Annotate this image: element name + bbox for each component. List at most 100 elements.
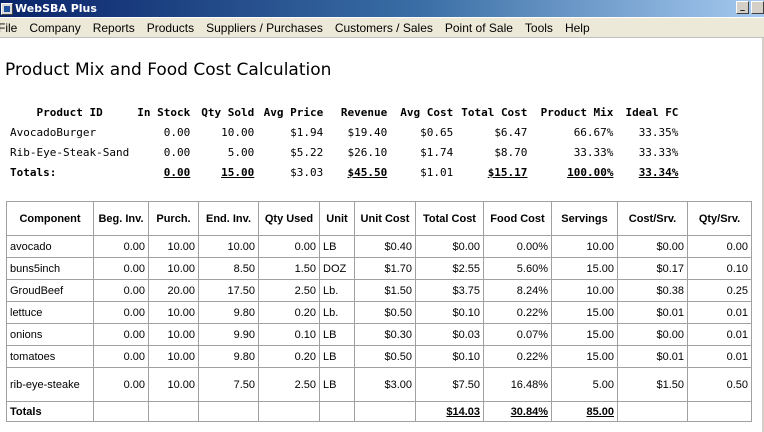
summary-header-avg-price: Avg Price	[263, 105, 324, 119]
menu-products[interactable]: Products	[146, 20, 195, 35]
table-row: lettuce 0.00 10.00 9.80 0.20 Lb. $0.50 $…	[6, 301, 752, 324]
minimize-button[interactable]: _	[736, 1, 749, 14]
cost-per-srv: $0.01	[617, 301, 688, 324]
summary-header-revenue: Revenue	[340, 105, 388, 119]
window-controls: _	[736, 1, 764, 14]
total-cost: $7.50	[415, 367, 484, 402]
menu-suppliers-purchases[interactable]: Suppliers / Purchases	[206, 20, 323, 35]
purch: 10.00	[148, 301, 199, 324]
detail-header-row: Component Beg. Inv. Purch. End. Inv. Qty…	[6, 201, 752, 236]
summary-row: AvocadoBurger 0.00 10.00 $1.94 $19.40 $0…	[6, 122, 682, 142]
food-cost: 5.60%	[483, 257, 552, 280]
menu-reports[interactable]: Reports	[92, 20, 135, 35]
unit: LB	[319, 323, 355, 346]
qty-used: 2.50	[258, 367, 320, 402]
beg-inv: 0.00	[93, 323, 149, 346]
detail-header-unit: Unit	[319, 201, 355, 236]
end-inv: 9.80	[198, 345, 259, 368]
summary-qty-sold: 5.00	[227, 145, 255, 159]
servings: 10.00	[551, 235, 618, 258]
summary-total-cost: $6.47	[494, 125, 528, 139]
detail-header-unit-cost: Unit Cost	[354, 201, 416, 236]
purch: 10.00	[148, 257, 199, 280]
close-button[interactable]	[751, 1, 764, 14]
end-inv: 7.50	[198, 367, 259, 402]
menu-help[interactable]: Help	[564, 20, 590, 35]
menu-file[interactable]: File	[0, 20, 18, 35]
purch: 10.00	[148, 367, 199, 402]
window-title: WebSBA Plus	[15, 2, 97, 15]
detail-header-qty-per-srv: Qty/Srv.	[687, 201, 752, 236]
menu-company[interactable]: Company	[29, 20, 81, 35]
summary-header-ideal-fc: Ideal FC	[625, 105, 679, 119]
summary-total-cost: $15.17	[487, 165, 528, 179]
summary-avg-cost: $1.74	[420, 145, 454, 159]
component-name: onions	[6, 323, 94, 346]
food-cost: 0.22%	[483, 345, 552, 368]
qty-used: 0.20	[258, 301, 320, 324]
detail-header-food-cost: Food Cost	[483, 201, 552, 236]
summary-total-ideal-fc: 33.34%	[638, 165, 679, 179]
summary-in-stock: 0.00	[163, 125, 191, 139]
menu-point-of-sale[interactable]: Point of Sale	[444, 20, 513, 35]
summary-product-mix: 33.33%	[573, 145, 614, 159]
menu-customers-sales[interactable]: Customers / Sales	[334, 20, 433, 35]
unit-cost: $1.50	[354, 279, 416, 302]
beg-inv: 0.00	[93, 301, 149, 324]
component-cost-table: Component Beg. Inv. Purch. End. Inv. Qty…	[6, 201, 752, 422]
summary-header-avg-cost: Avg Cost	[400, 105, 454, 119]
product-summary-table: Product ID In Stock Qty Sold Avg Price R…	[6, 102, 682, 182]
servings: 15.00	[551, 345, 618, 368]
food-cost: 0.22%	[483, 301, 552, 324]
summary-header-total-cost: Total Cost	[461, 105, 528, 119]
unit: Lb.	[319, 279, 355, 302]
cost-per-srv: $0.17	[617, 257, 688, 280]
qty-used: 2.50	[258, 279, 320, 302]
purch: 20.00	[148, 279, 199, 302]
component-name: GroudBeef	[6, 279, 94, 302]
detail-header-qty-used: Qty Used	[258, 201, 320, 236]
component-name: rib-eye-steake	[6, 367, 94, 402]
cost-per-srv: $0.38	[617, 279, 688, 302]
summary-totals-label: Totals:	[10, 165, 57, 179]
summary-header-row: Product ID In Stock Qty Sold Avg Price R…	[6, 102, 682, 122]
detail-total-cost: $14.03	[446, 405, 480, 418]
menu-tools[interactable]: Tools	[524, 20, 553, 35]
menu-bar: File Company Reports Products Suppliers …	[0, 18, 764, 38]
unit-cost: $3.00	[354, 367, 416, 402]
food-cost: 0.00%	[483, 235, 552, 258]
window-titlebar: WebSBA Plus _	[0, 0, 764, 17]
end-inv: 8.50	[198, 257, 259, 280]
detail-totals-row: Totals $14.03 30.84% 85.00	[6, 401, 752, 422]
qty-used: 0.20	[258, 345, 320, 368]
end-inv: 10.00	[198, 235, 259, 258]
summary-qty-sold: 10.00	[221, 125, 255, 139]
servings: 15.00	[551, 257, 618, 280]
total-cost: $3.75	[415, 279, 484, 302]
unit-cost: $1.70	[354, 257, 416, 280]
window-edge	[762, 38, 764, 432]
beg-inv: 0.00	[93, 367, 149, 402]
qty-per-srv: 0.01	[687, 345, 752, 368]
unit-cost: $0.40	[354, 235, 416, 258]
servings: 10.00	[551, 279, 618, 302]
summary-total-product-mix: 100.00%	[567, 165, 614, 179]
summary-revenue: $26.10	[347, 145, 388, 159]
app-icon	[1, 2, 13, 15]
unit: DOZ	[319, 257, 355, 280]
component-name: buns5inch	[6, 257, 94, 280]
qty-per-srv: 0.25	[687, 279, 752, 302]
servings: 15.00	[551, 301, 618, 324]
detail-header-total-cost: Total Cost	[415, 201, 484, 236]
unit-cost: $0.30	[354, 323, 416, 346]
unit: Lb.	[319, 301, 355, 324]
qty-used: 0.10	[258, 323, 320, 346]
summary-total-revenue: $45.50	[347, 165, 388, 179]
detail-header-servings: Servings	[551, 201, 618, 236]
detail-total-servings: 85.00	[586, 405, 614, 418]
summary-header-qty-sold: Qty Sold	[201, 105, 255, 119]
qty-per-srv: 0.01	[687, 323, 752, 346]
end-inv: 9.90	[198, 323, 259, 346]
detail-total-food-cost: 30.84%	[510, 405, 548, 418]
total-cost: $2.55	[415, 257, 484, 280]
